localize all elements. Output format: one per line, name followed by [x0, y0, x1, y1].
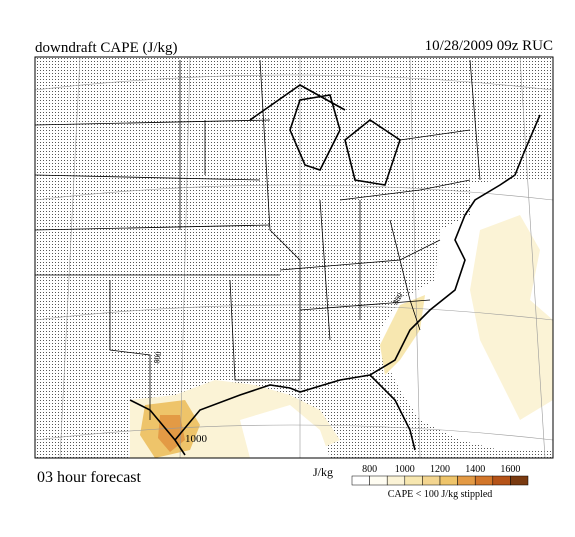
legend-swatch [439, 475, 458, 486]
run-info: 10/28/2009 09z RUC [425, 38, 553, 54]
legend-tick-label: 1200 [430, 464, 450, 475]
legend-swatch [457, 475, 476, 486]
legend-swatch [351, 475, 370, 486]
contour-label: 800 [152, 351, 163, 364]
title: downdraft CAPE (J/kg) [35, 40, 178, 56]
contour-label: 1000 [185, 433, 208, 445]
legend-tick-label: 1600 [500, 464, 520, 475]
legend-swatch [492, 475, 511, 486]
legend-tick-label: 1400 [465, 464, 485, 475]
state-lines [35, 59, 481, 420]
map-frame [34, 56, 554, 459]
legend-swatch [404, 475, 423, 486]
legend-tick-label: 1000 [395, 464, 415, 475]
legend-swatch [422, 475, 441, 486]
legend-swatch [510, 475, 529, 486]
legend-swatch [474, 475, 494, 486]
legend-unit: J/kg [313, 465, 333, 479]
legend-swatch [369, 475, 388, 486]
legend-tick-label: 800 [362, 464, 377, 475]
forecast-hour: 03 hour forecast [37, 469, 142, 486]
cape-shading [130, 180, 553, 458]
legend-note: CAPE < 100 J/kg stippled [388, 489, 493, 500]
coastline [129, 84, 541, 456]
legend: 800 1000 1200 1400 1600 [351, 464, 529, 486]
legend-swatch [386, 475, 406, 486]
